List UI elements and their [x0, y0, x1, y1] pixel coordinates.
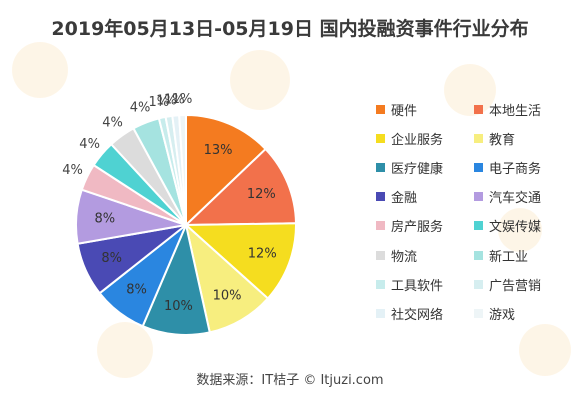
- data-label-6: 8%: [126, 283, 147, 298]
- legend-label: 汽车交通: [489, 191, 542, 207]
- legend-label: 文娱传媒: [489, 220, 542, 236]
- legend-item-1: 硬件: [376, 100, 418, 119]
- legend-label: 电子商务: [489, 161, 542, 177]
- legend-label: 企业服务: [391, 132, 444, 148]
- legend-item-15: 社交网络: [376, 304, 444, 323]
- legend-swatch: [376, 104, 385, 114]
- legend-item-6: 电子商务: [474, 158, 542, 177]
- legend-label: 广告营销: [489, 278, 542, 294]
- legend-swatch: [376, 133, 385, 143]
- pie-slice-2: [183, 147, 298, 227]
- legend-swatch: [474, 162, 483, 172]
- pie-slice-3: [183, 222, 297, 300]
- data-label-11: 4%: [102, 116, 123, 131]
- data-label-12: 4%: [130, 101, 151, 116]
- legend-label: 社交网络: [391, 307, 444, 323]
- legend-label: 物流: [391, 249, 418, 265]
- legend-swatch: [474, 308, 483, 318]
- legend-swatch: [474, 221, 483, 231]
- legend-label: 游戏: [489, 307, 516, 323]
- data-label-10: 4%: [79, 137, 100, 152]
- legend-swatch: [474, 250, 483, 260]
- legend-label: 金融: [391, 191, 418, 207]
- data-source: 数据来源：IT桔子 © Itjuzi.com: [196, 373, 384, 388]
- legend-label: 工具软件: [391, 278, 444, 294]
- legend-label: 新工业: [489, 249, 529, 265]
- legend-swatch: [376, 221, 385, 231]
- legend-item-16: 游戏: [474, 304, 516, 323]
- legend-item-3: 企业服务: [376, 129, 444, 148]
- legend-item-13: 工具软件: [376, 275, 444, 294]
- data-label-9: 4%: [62, 163, 83, 178]
- legend-item-2: 本地生活: [474, 100, 542, 119]
- data-label-1: 13%: [204, 143, 233, 158]
- legend-item-5: 医疗健康: [376, 158, 444, 177]
- chart-title: 2019年05月13日-05月19日 国内投融资事件行业分布: [51, 18, 529, 40]
- legend-swatch: [474, 104, 483, 114]
- legend-label: 本地生活: [489, 103, 542, 119]
- legend-item-8: 汽车交通: [474, 188, 541, 206]
- data-label-15: 1%: [164, 93, 185, 108]
- legend-swatch: [376, 308, 385, 318]
- data-label-2: 12%: [247, 187, 276, 202]
- legend-swatch: [376, 250, 385, 260]
- legend-swatch: [474, 133, 483, 143]
- legend-swatch: [376, 162, 385, 172]
- legend-swatch: [474, 279, 483, 289]
- legend-swatch: [376, 192, 385, 202]
- data-label-16: 1%: [172, 92, 193, 107]
- data-label-7: 8%: [101, 251, 122, 266]
- pie-slice-1: [185, 113, 267, 228]
- data-label-3: 12%: [248, 247, 277, 262]
- legend-label: 房产服务: [391, 220, 444, 236]
- legend-item-10: 文娱传媒: [474, 217, 541, 235]
- legend-swatch: [376, 279, 385, 289]
- legend-item-9: 房产服务: [376, 217, 443, 235]
- data-label-4: 10%: [213, 288, 242, 303]
- data-label-13: 1%: [148, 95, 169, 110]
- data-label-8: 8%: [95, 212, 116, 227]
- legend-swatch: [474, 192, 483, 202]
- legend-item-4: 教育: [474, 129, 516, 148]
- legend-item-11: 物流: [376, 246, 418, 265]
- data-label-5: 10%: [164, 299, 193, 314]
- legend-item-7: 金融: [376, 188, 417, 206]
- legend-item-14: 广告营销: [474, 275, 542, 294]
- pie-slice-16: [178, 113, 187, 226]
- legend-item-12: 新工业: [474, 246, 529, 265]
- legend-label: 医疗健康: [391, 161, 444, 177]
- legend-label: 硬件: [391, 103, 418, 119]
- data-label-14: 1%: [156, 94, 177, 109]
- legend-label: 教育: [489, 132, 516, 148]
